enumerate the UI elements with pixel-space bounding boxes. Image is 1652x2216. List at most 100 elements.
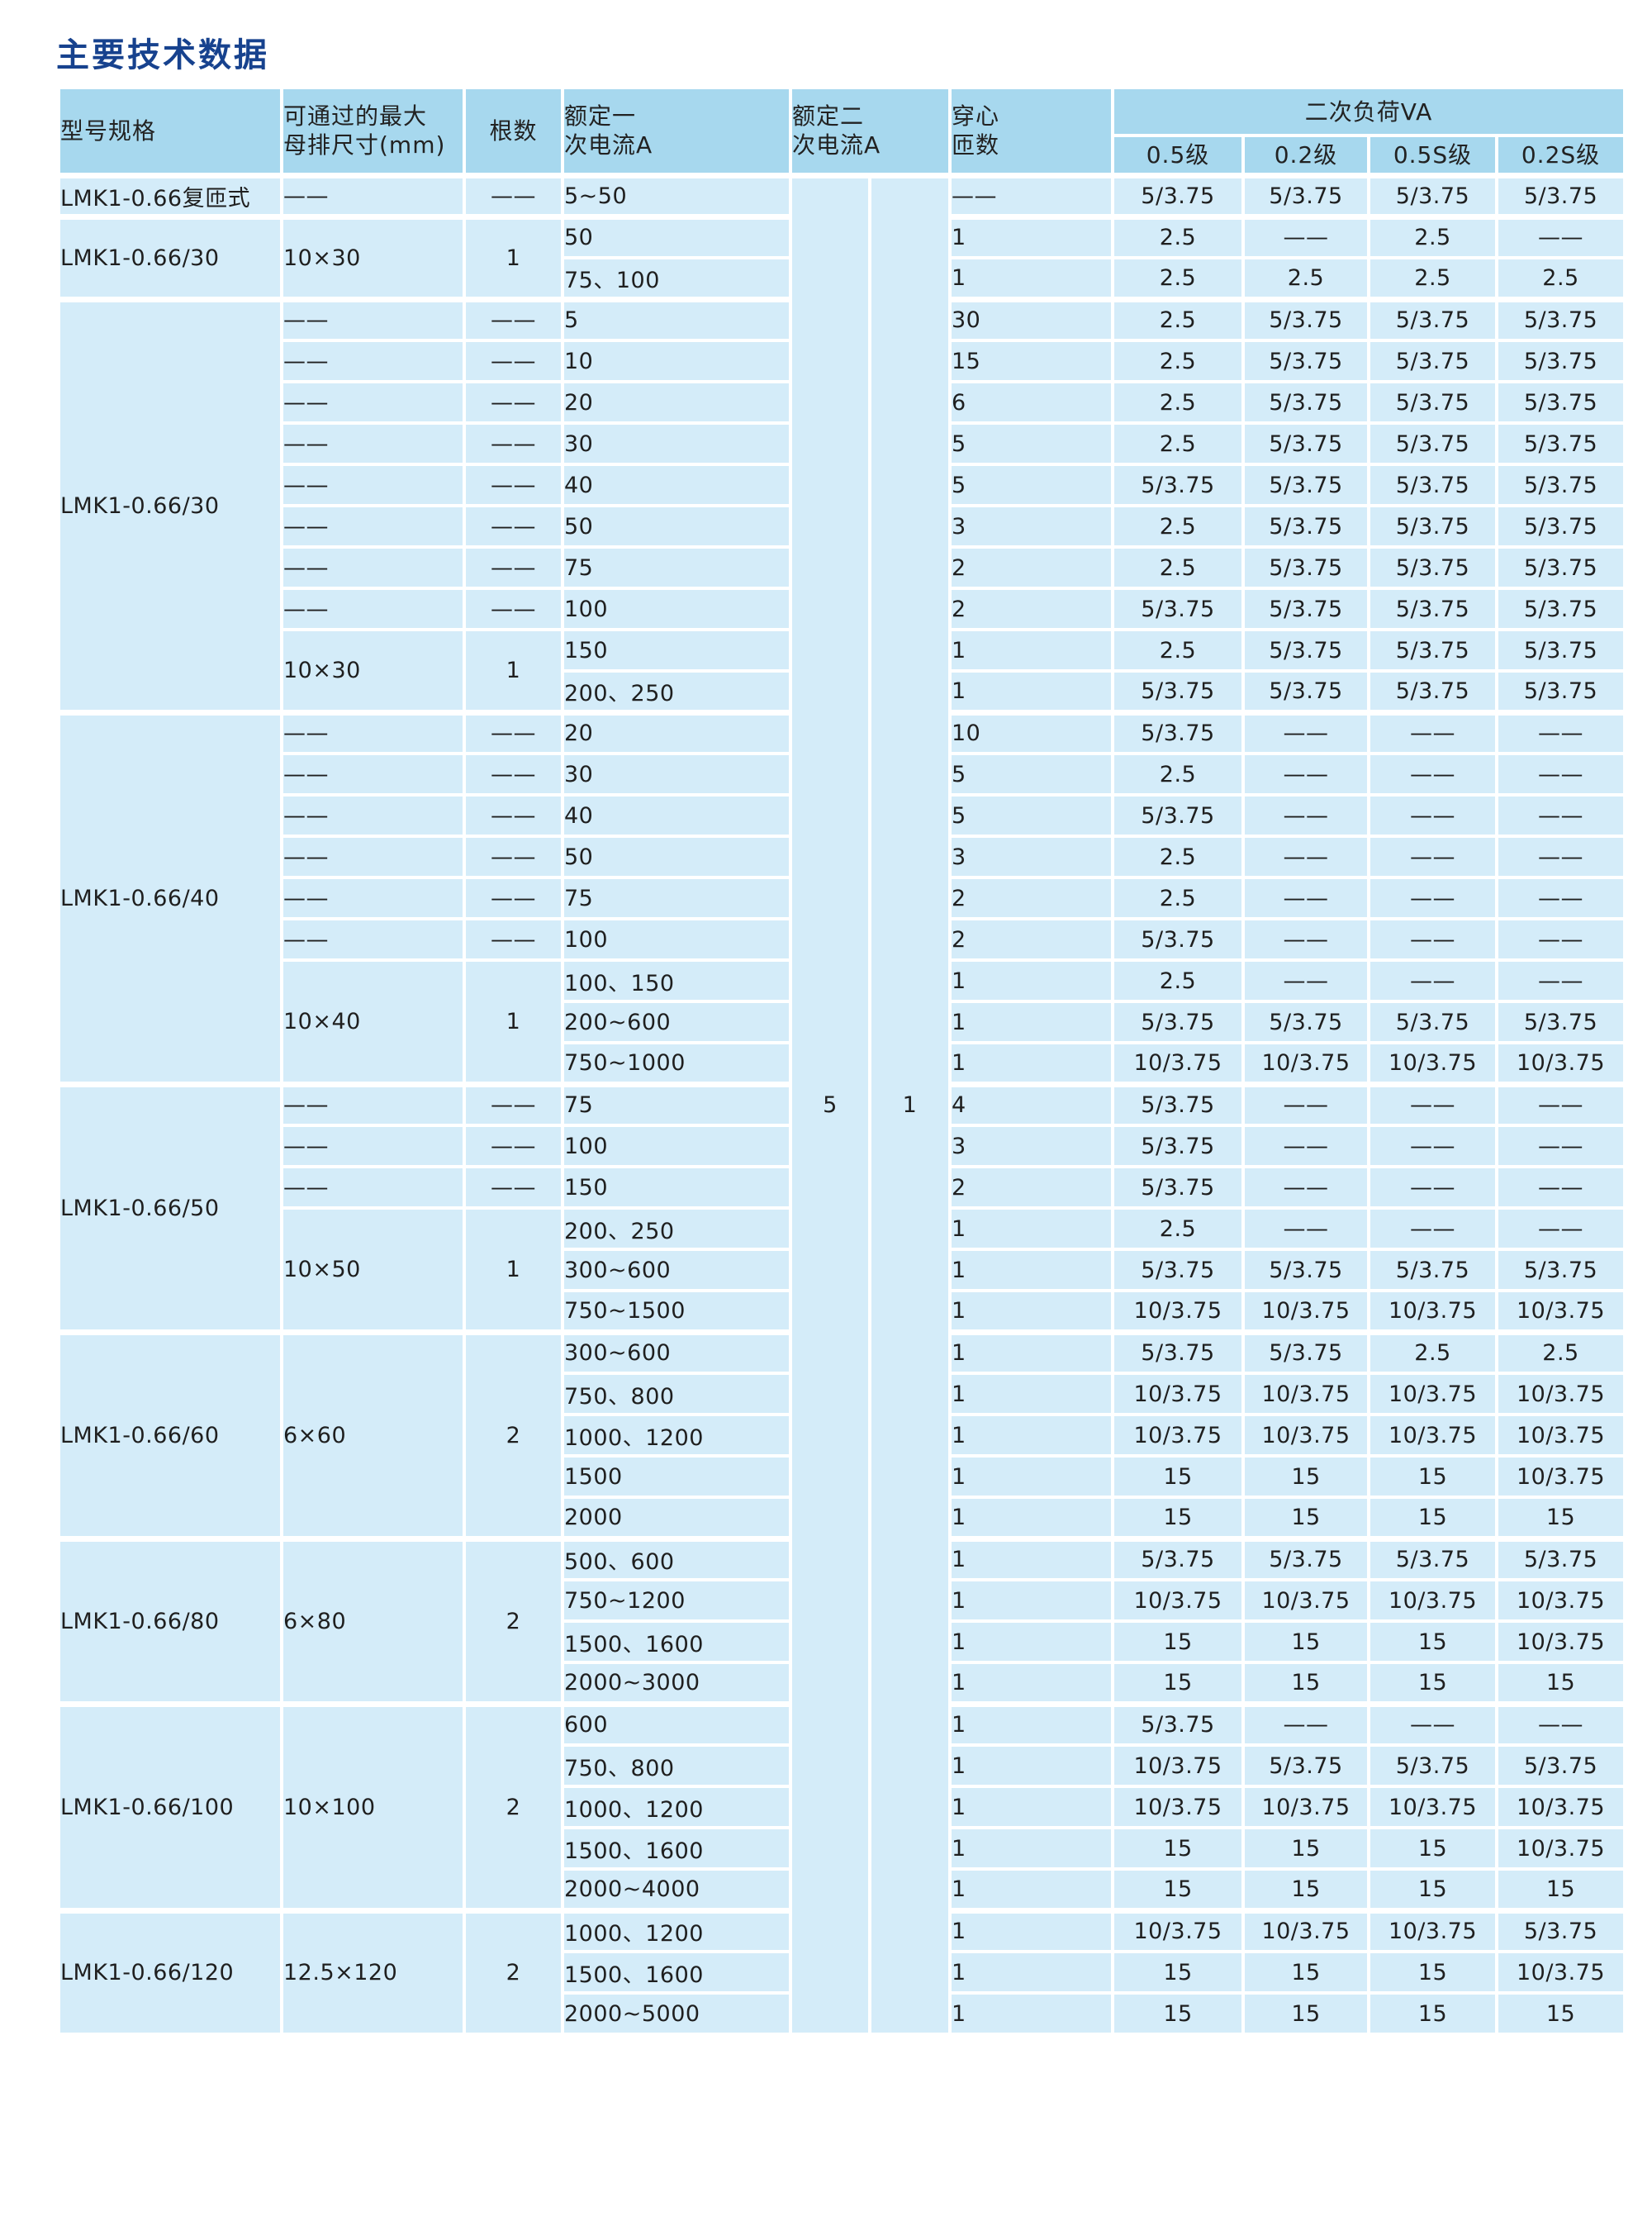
cell-turns: 2 [948, 545, 1114, 590]
cell-burden-1: —— [1241, 1165, 1370, 1210]
cell-burden-0: 15 [1111, 1991, 1245, 2036]
cell-burden-0: 2.5 [1111, 421, 1245, 466]
cell-burden-3: —— [1494, 835, 1627, 879]
cell-busbar-size: —— [280, 876, 466, 920]
cell-bar-count: —— [463, 339, 564, 383]
cell-burden-0: 5/3.75 [1111, 1124, 1245, 1168]
cell-burden-0: 15 [1111, 1619, 1245, 1664]
cell-busbar-size: —— [280, 172, 466, 218]
cell-burden-1: 5/3.75 [1241, 172, 1370, 218]
cell-burden-0: 15 [1111, 1867, 1245, 1912]
cell-burden-1: 5/3.75 [1241, 587, 1370, 631]
header-row-1: 型号规格 可通过的最大 母排尺寸(mm) 根数 额定一 次电流A 额定二 次电流… [57, 86, 1627, 177]
cell-burden-2: —— [1367, 1124, 1498, 1168]
cell-burden-2: 15 [1367, 1950, 1498, 1995]
cell-burden-0: 5/3.75 [1111, 1081, 1245, 1127]
cell-primary-current: 5 [561, 296, 792, 342]
cell-burden-3: 5/3.75 [1494, 628, 1627, 673]
cell-burden-3: 5/3.75 [1494, 339, 1627, 383]
cell-bar-count: 2 [463, 1535, 564, 1705]
cell-burden-1: 5/3.75 [1241, 1000, 1370, 1044]
cell-busbar-size: 6×80 [280, 1535, 466, 1705]
table-row: 1000、1200 1 10/3.75 10/3.75 10/3.75 10/3.75 [59, 1413, 1627, 1458]
cell-burden-3: 10/3.75 [1494, 1041, 1627, 1086]
cell-primary-current: 30 [561, 421, 792, 466]
cell-bar-count: —— [463, 835, 564, 879]
cell-burden-3: 10/3.75 [1494, 1826, 1627, 1871]
cell-primary-current: 75 [561, 545, 792, 590]
cell-turns: 5 [948, 793, 1114, 838]
cell-burden-0: 10/3.75 [1111, 1743, 1245, 1788]
cell-burden-3: 5/3.75 [1494, 1535, 1627, 1581]
cell-burden-1: 10/3.75 [1241, 1372, 1370, 1416]
cell-burden-1: 5/3.75 [1241, 628, 1370, 673]
cell-burden-1: 10/3.75 [1241, 1578, 1370, 1623]
cell-burden-1: 10/3.75 [1241, 1907, 1370, 1953]
cell-burden-1: 15 [1241, 1950, 1370, 1995]
cell-busbar-size: —— [280, 504, 466, 549]
cell-burden-3: 10/3.75 [1494, 1289, 1627, 1334]
cell-busbar-size: —— [280, 380, 466, 425]
col-header-burden-class-0: 0.5级 [1111, 134, 1245, 177]
cell-burden-2: 5/3.75 [1367, 545, 1498, 590]
table-row: LMK1-0.66/50 —— —— 75 4 5/3.75 —— —— —— [57, 1081, 1627, 1334]
table-row: 10×50 1 200、250 1 2.5 —— —— —— [59, 1206, 1627, 1334]
col-header-turns: 穿心 匝数 [948, 86, 1114, 177]
cell-burden-1: —— [1241, 876, 1370, 920]
table-row: —— —— 50 3 2.5 —— —— —— [59, 835, 1627, 879]
cell-primary-current: 5~50 [561, 172, 792, 218]
cell-turns: 3 [948, 835, 1114, 879]
cell-burden-1: 5/3.75 [1241, 545, 1370, 590]
cell-burden-1: —— [1241, 1124, 1370, 1168]
table-row: 2000 1 15 15 15 15 [59, 1496, 1627, 1540]
cell-bar-count: —— [463, 917, 564, 962]
cell-burden-2: —— [1367, 917, 1498, 962]
cell-busbar-size: 12.5×120 [280, 1907, 466, 2036]
cell-busbar-size: 10×50 [280, 1206, 466, 1334]
cell-bar-count: —— [463, 504, 564, 549]
table-row: 75、100 1 2.5 2.5 2.5 2.5 [59, 256, 1627, 301]
cell-primary-current: 200、250 [561, 669, 792, 714]
cell-bar-count: 1 [463, 1206, 564, 1334]
cell-burden-2: 5/3.75 [1367, 1535, 1498, 1581]
cell-burden-2: 15 [1367, 1867, 1498, 1912]
cell-model: LMK1-0.66/60 [57, 1329, 283, 1540]
cell-burden-2: —— [1367, 876, 1498, 920]
cell-turns: 1 [948, 1535, 1114, 1581]
cell-bar-count: —— [463, 463, 564, 507]
cell-burden-3: 15 [1494, 1991, 1627, 2036]
cell-turns: 1 [948, 1000, 1114, 1044]
cell-burden-0: 15 [1111, 1826, 1245, 1871]
cell-burden-3: 5/3.75 [1494, 1000, 1627, 1044]
cell-burden-3: —— [1494, 876, 1627, 920]
cell-burden-2: —— [1367, 709, 1498, 755]
cell-burden-0: 15 [1111, 1950, 1245, 1995]
table-row: —— —— 50 3 2.5 5/3.75 5/3.75 5/3.75 [59, 504, 1627, 549]
table-row: —— —— 75 2 2.5 5/3.75 5/3.75 5/3.75 [59, 545, 1627, 590]
cell-burden-1: —— [1241, 958, 1370, 1003]
cell-busbar-size: —— [280, 752, 466, 797]
col-header-primary-current: 额定一 次电流A [561, 86, 792, 177]
cell-turns: 5 [948, 421, 1114, 466]
cell-burden-3: 2.5 [1494, 256, 1627, 301]
table-row: —— —— 150 2 5/3.75 —— —— —— [59, 1165, 1627, 1210]
cell-turns: 1 [948, 958, 1114, 1003]
cell-burden-3: 15 [1494, 1661, 1627, 1705]
cell-turns: 30 [948, 296, 1114, 342]
cell-primary-current: 1500、1600 [561, 1950, 792, 1995]
cell-primary-current: 2000~4000 [561, 1867, 792, 1912]
cell-burden-2: —— [1367, 835, 1498, 879]
cell-burden-2: 2.5 [1367, 256, 1498, 301]
cell-burden-1: 5/3.75 [1241, 669, 1370, 714]
cell-burden-1: —— [1241, 917, 1370, 962]
cell-burden-0: 5/3.75 [1111, 917, 1245, 962]
cell-burden-1: —— [1241, 1700, 1370, 1747]
cell-burden-3: 5/3.75 [1494, 504, 1627, 549]
table-row: —— —— 40 5 5/3.75 —— —— —— [59, 793, 1627, 838]
table-row: 750、800 1 10/3.75 10/3.75 10/3.75 10/3.75 [59, 1372, 1627, 1416]
table-row: —— —— 75 2 2.5 —— —— —— [59, 876, 1627, 920]
cell-burden-2: 15 [1367, 1454, 1498, 1499]
cell-burden-1: 15 [1241, 1496, 1370, 1540]
table-row: 1000、1200 1 10/3.75 10/3.75 10/3.75 10/3.75 [59, 1785, 1627, 1829]
cell-turns: 1 [948, 1907, 1114, 1953]
